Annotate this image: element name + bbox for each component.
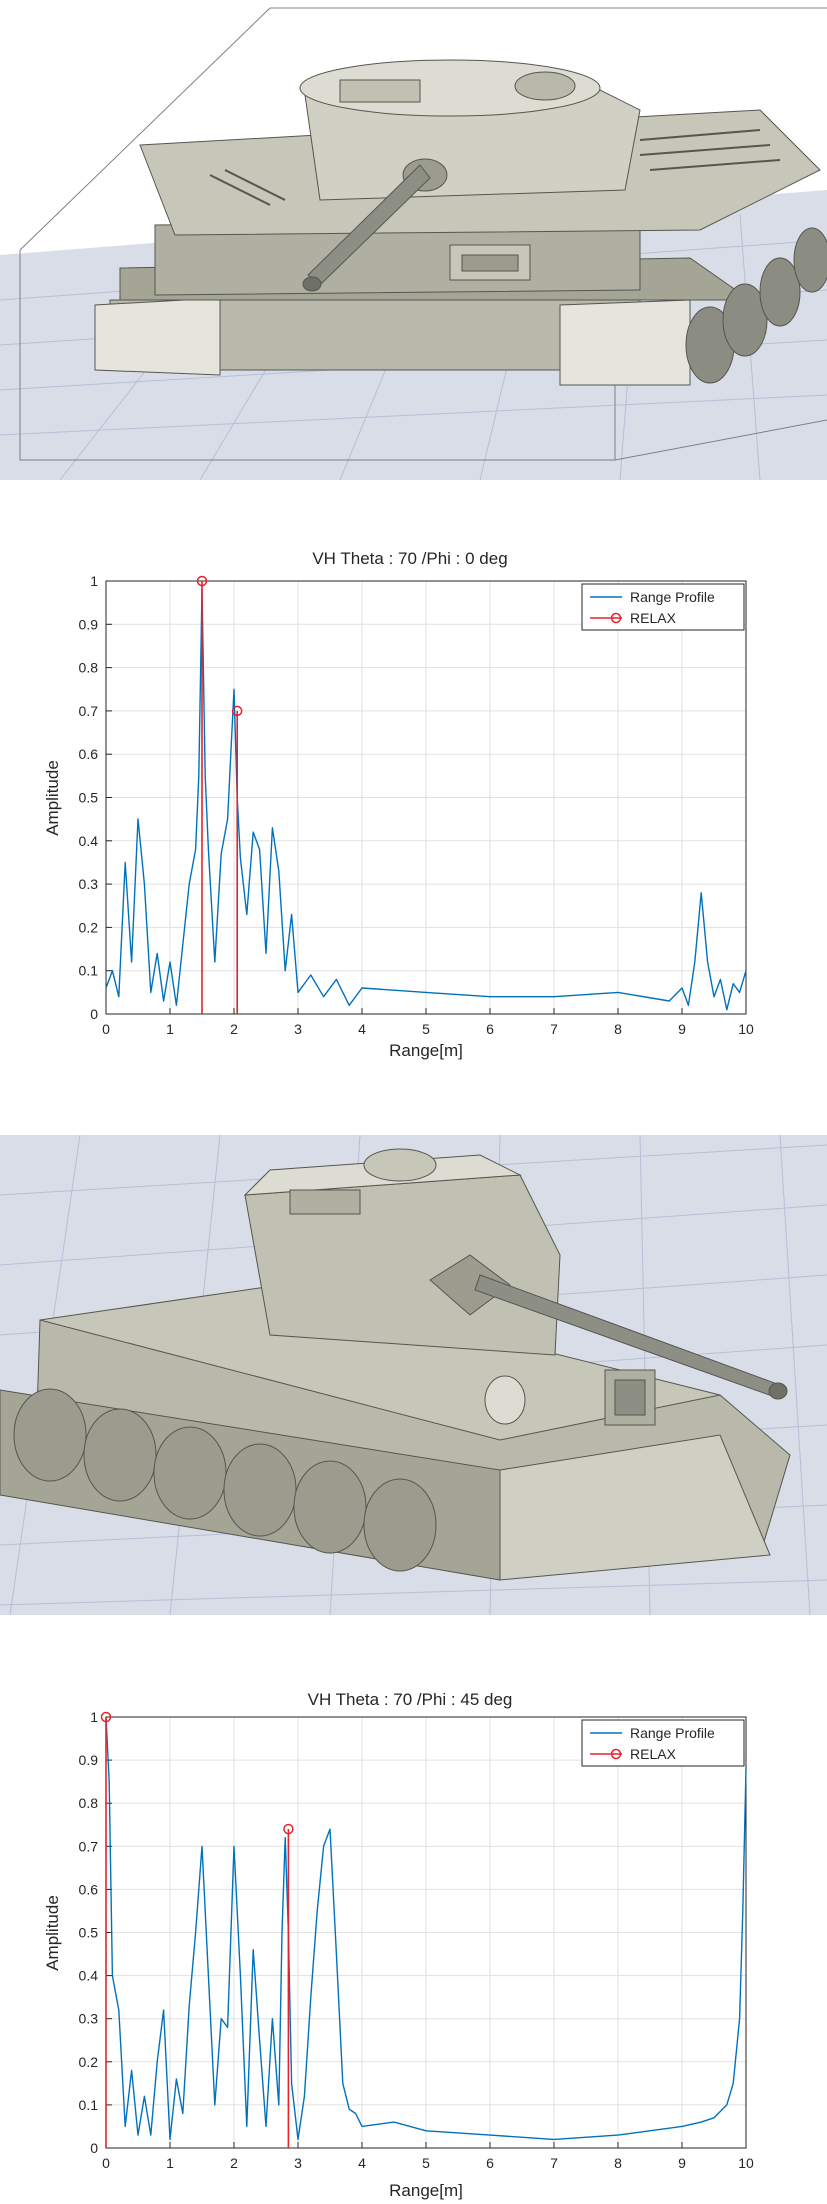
x-tick-label: 1	[166, 2155, 174, 2171]
legend-range-profile-label: Range Profile	[630, 1725, 715, 1741]
x-tick-label: 10	[738, 2155, 754, 2171]
road-wheels	[13, 1388, 437, 1572]
y-tick-label: 0.7	[79, 703, 99, 719]
y-tick-label: 0.3	[79, 2011, 99, 2027]
gun-mantlet	[429, 1254, 511, 1316]
y-tick-label: 0.1	[79, 2097, 99, 2113]
relax-series	[100, 1711, 294, 2148]
x-tick-label: 5	[422, 1021, 430, 1037]
range-profile-chart-phi-0: VH Theta : 70 /Phi : 0 deg 0 1 2 3 4 5 6 7 8 9 10 0…	[0, 540, 827, 1070]
relax-marker	[196, 575, 208, 587]
x-tick-label: 1	[166, 1021, 174, 1037]
road-wheels	[685, 227, 827, 384]
legend: Range Profile RELAX	[581, 1719, 745, 1767]
tank-render-front-svg	[0, 0, 827, 480]
x-tick-label: 7	[550, 1021, 558, 1037]
y-tick-label: 0.4	[79, 1968, 99, 1984]
y-tick-label: 0.2	[79, 2054, 99, 2070]
tick-labels: 0 1 2 3 4 5 6 7 8 9 10 0 0.1 0.2 0.3 0.4 0.5 0.6 0.7 0.8 0.9…	[79, 573, 754, 1037]
legend: Range Profile RELAX	[581, 583, 745, 631]
x-tick-label: 3	[294, 1021, 302, 1037]
x-tick-label: 0	[102, 2155, 110, 2171]
chart-title: VH Theta : 70 /Phi : 0 deg	[312, 549, 507, 568]
y-tick-label: 0.9	[79, 616, 99, 632]
grid-lines	[105, 580, 747, 1015]
range-profile-line	[105, 1716, 747, 2141]
y-tick-label: 0.6	[79, 746, 99, 762]
range-profile-line	[105, 589, 747, 1011]
engine-grille	[209, 129, 781, 206]
y-axis-label: Amplitude	[43, 760, 62, 836]
tank-render-front	[0, 0, 827, 480]
y-tick-label: 0.3	[79, 876, 99, 892]
x-tick-label: 2	[230, 1021, 238, 1037]
grid-lines	[105, 1716, 747, 2149]
chart-svg: VH Theta : 70 /Phi : 0 deg 0 1 2 3 4 5 6 7 8 9 100…	[43, 549, 754, 1060]
x-tick-label: 6	[486, 2155, 494, 2171]
x-axis-label: Range[m]	[389, 1041, 463, 1060]
x-axis-label: Range[m]	[389, 2181, 463, 2200]
legend-relax-marker	[610, 612, 622, 624]
range-profile-series	[105, 589, 747, 1011]
x-tick-label: 6	[486, 1021, 494, 1037]
legend-relax-marker	[610, 1748, 622, 1760]
y-tick-label: 0.8	[79, 1795, 99, 1811]
tank-render-side-svg	[0, 1135, 827, 1615]
legend-relax-label: RELAX	[630, 1746, 677, 1762]
y-axis-label: Amplitude	[43, 1895, 62, 1971]
y-tick-label: 0.2	[79, 919, 99, 935]
range-profile-chart-phi-45: VH Theta : 70 /Phi : 45 deg 0 1 2 3 4 5 6 7 8 9 10…	[0, 1675, 827, 2204]
legend-box	[581, 1719, 745, 1767]
y-tick-label: 0.6	[79, 1881, 99, 1897]
relax-marker	[100, 1711, 112, 1723]
relax-series	[196, 575, 243, 1014]
x-tick-label: 10	[738, 1021, 754, 1037]
y-tick-label: 0	[90, 2140, 98, 2156]
legend-range-profile-label: Range Profile	[630, 589, 715, 605]
tank-render-side	[0, 1135, 827, 1615]
hatch	[514, 71, 576, 101]
y-tick-label: 0.5	[79, 1925, 99, 1941]
y-tick-label: 0.8	[79, 660, 99, 676]
x-tick-label: 0	[102, 1021, 110, 1037]
relax-marker	[283, 1823, 294, 1835]
relax-marker	[231, 705, 243, 717]
hatch	[363, 1148, 437, 1182]
x-tick-label: 4	[358, 1021, 366, 1037]
range-profile-series	[105, 1716, 747, 2141]
y-tick-label: 1	[90, 1709, 98, 1725]
x-tick-label: 4	[358, 2155, 366, 2171]
chart-svg: VH Theta : 70 /Phi : 45 deg 0 1 2 3 4 5 6 7 8 9 10…	[43, 1690, 754, 2200]
x-tick-label: 9	[678, 2155, 686, 2171]
x-tick-label: 3	[294, 2155, 302, 2171]
x-tick-label: 7	[550, 2155, 558, 2171]
y-tick-label: 0.7	[79, 1838, 99, 1854]
y-tick-label: 0.1	[79, 963, 99, 979]
x-tick-label: 8	[614, 1021, 622, 1037]
chart-title: VH Theta : 70 /Phi : 45 deg	[308, 1690, 513, 1709]
y-tick-label: 0.5	[79, 790, 99, 806]
y-tick-label: 0.4	[79, 833, 99, 849]
x-tick-label: 9	[678, 1021, 686, 1037]
x-tick-label: 8	[614, 2155, 622, 2171]
y-tick-label: 1	[90, 573, 98, 589]
x-tick-label: 5	[422, 2155, 430, 2171]
tank-body	[94, 59, 827, 386]
y-tick-label: 0.9	[79, 1752, 99, 1768]
x-tick-label: 2	[230, 2155, 238, 2171]
legend-relax-label: RELAX	[630, 610, 677, 626]
tick-labels: 0 1 2 3 4 5 6 7 8 9 10 0 0.1 0.2 0.3 0.4 0.5 0.6 0.7 0.8 0.9…	[79, 1709, 754, 2171]
y-tick-label: 0	[90, 1006, 98, 1022]
tank-body	[0, 1148, 791, 1581]
legend-box	[581, 583, 745, 631]
